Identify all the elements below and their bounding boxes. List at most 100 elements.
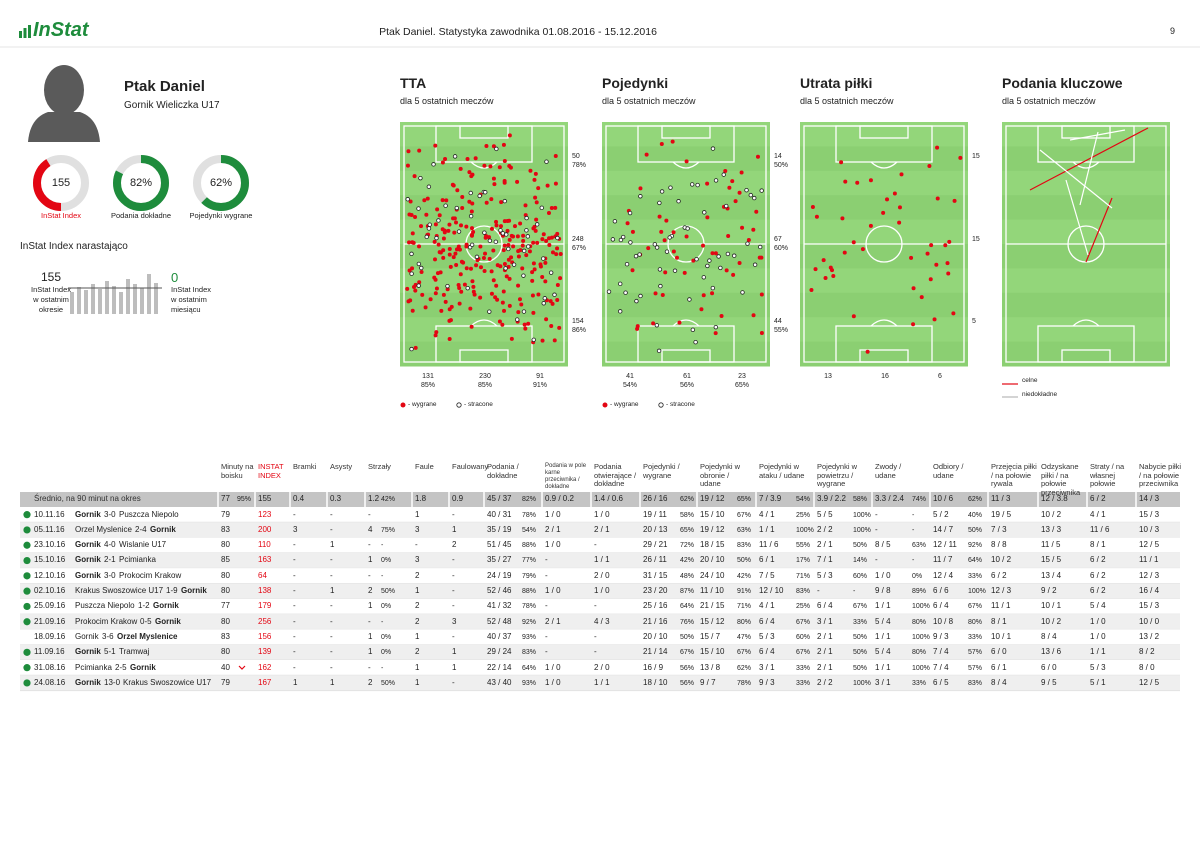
- table-cell: 12 / 5: [1139, 540, 1160, 550]
- table-cell: 80: [221, 616, 230, 626]
- match-home: Gornik: [75, 555, 101, 565]
- pitch-stripe: [800, 244, 968, 269]
- event-dot: [929, 243, 934, 248]
- table-cell: 12 / 3: [1139, 570, 1160, 580]
- event-dot: [725, 251, 731, 257]
- table-cell: 65%: [680, 526, 695, 534]
- table-cell: 77: [221, 601, 230, 611]
- event-dot: [555, 283, 560, 288]
- event-dot: [532, 224, 537, 229]
- table-cell: -: [293, 601, 296, 611]
- match-away: Tramwaj: [119, 647, 150, 657]
- table-cell: -: [875, 509, 878, 519]
- event-dot: [532, 177, 537, 182]
- event-dot: [659, 189, 665, 194]
- event-dot: [558, 276, 563, 281]
- event-dot: [909, 255, 914, 260]
- bottom-stat: 61: [683, 373, 691, 380]
- event-dot: [468, 266, 473, 271]
- table-cell: 83: [221, 631, 230, 641]
- table-cell: 7 / 3.9: [759, 494, 782, 503]
- event-dot: [498, 264, 503, 269]
- table-cell: 0%: [381, 633, 392, 641]
- event-dot: [440, 160, 445, 165]
- event-dot: [464, 224, 469, 229]
- pitch-stripe: [800, 268, 968, 294]
- match-score: 2-4: [135, 524, 147, 534]
- table-cell: 50%: [680, 633, 695, 641]
- table-cell: -: [293, 555, 296, 565]
- event-dot: [497, 319, 502, 324]
- match-score: 1-9: [166, 586, 178, 595]
- event-dot: [440, 198, 445, 203]
- table-cell: 6 / 4: [933, 601, 949, 611]
- event-dot: [705, 181, 710, 186]
- table-cell: -: [330, 616, 333, 626]
- column-header: Pojedynki w obronie / udane: [700, 462, 741, 488]
- match-score: 3-0: [104, 570, 116, 580]
- event-dot: [411, 240, 416, 245]
- table-cell: 63%: [737, 526, 752, 534]
- event-dot: [558, 252, 563, 257]
- event-dot: [657, 214, 662, 219]
- table-cell: 6 / 2: [1090, 555, 1106, 565]
- event-dot: [523, 326, 528, 331]
- event-dot: [436, 218, 441, 223]
- table-cell: 78%: [522, 511, 537, 519]
- event-dot: [481, 255, 486, 260]
- table-cell: 48%: [680, 572, 695, 580]
- event-dot: [437, 250, 442, 255]
- table-cell: 167: [258, 677, 272, 687]
- column-header: Minuty na boisku: [221, 462, 254, 480]
- side-stat: 14: [774, 153, 782, 160]
- event-dot: [526, 321, 531, 326]
- event-dot: [428, 297, 433, 302]
- event-dot: [533, 171, 538, 176]
- table-cell: 58%: [853, 496, 868, 503]
- table-cell: -: [415, 540, 418, 550]
- event-dot: [479, 265, 484, 270]
- event-dot: [457, 286, 462, 291]
- column-header: Straty / na własnej połowie: [1090, 462, 1125, 488]
- table-cell: -: [368, 540, 371, 550]
- table-cell: 50%: [381, 679, 396, 687]
- event-dot: [659, 229, 664, 234]
- table-cell: -: [381, 572, 384, 580]
- row-bg: [20, 644, 1180, 660]
- table-cell: 10 / 1: [1041, 601, 1062, 611]
- table-cell: 1: [368, 601, 373, 611]
- event-dot: [540, 274, 545, 279]
- table-cell: 1 / 1: [759, 524, 775, 534]
- event-dot: [474, 254, 480, 260]
- event-dot: [445, 283, 450, 289]
- table-cell: 18 / 10: [643, 677, 668, 687]
- table-cell: 2: [415, 601, 420, 611]
- event-dot: [509, 233, 514, 238]
- table-cell: 6 / 2: [991, 570, 1007, 580]
- penalty-arc: [870, 319, 898, 327]
- table-cell: 2 / 1: [817, 540, 833, 550]
- table-cell: 156: [258, 631, 272, 641]
- table-cell: 74%: [912, 496, 927, 503]
- event-dot: [521, 273, 526, 278]
- pitch-stripe: [800, 317, 968, 343]
- table-cell: 11 / 5: [1041, 540, 1061, 550]
- table-cell: 163: [258, 555, 272, 565]
- table-cell: 1 / 0: [545, 509, 561, 519]
- table-cell: 6 / 0: [991, 647, 1007, 657]
- event-dot: [470, 201, 475, 206]
- table-cell: -: [545, 555, 548, 565]
- event-dot: [535, 240, 540, 245]
- table-cell: 67%: [737, 511, 752, 519]
- match-score: 1-2: [138, 601, 150, 611]
- event-dot: [487, 235, 492, 240]
- table-cell: 72%: [680, 542, 695, 550]
- table-cell: 2 / 2: [817, 524, 833, 534]
- event-dot: [477, 193, 482, 199]
- event-dot: [500, 300, 505, 305]
- event-dot: [759, 255, 764, 260]
- event-dot: [702, 210, 707, 215]
- event-dot: [416, 261, 422, 267]
- table-cell: 179: [258, 601, 272, 611]
- result-marker: [23, 511, 31, 519]
